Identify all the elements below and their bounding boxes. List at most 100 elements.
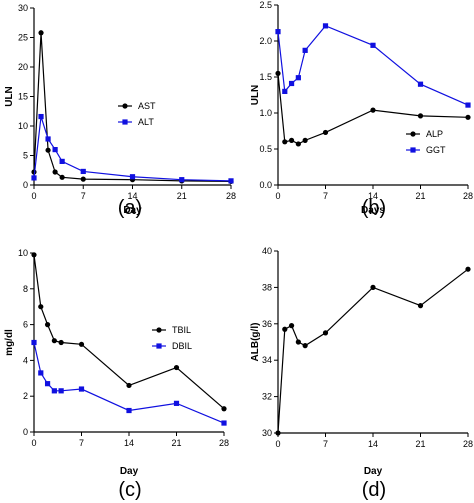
y-tick-label: 36: [262, 319, 272, 329]
alp-point: [322, 129, 329, 136]
ggt-point: [322, 23, 329, 29]
y-tick-label: 8: [23, 284, 28, 294]
x-tick-label: 7: [323, 439, 328, 449]
ast-point: [45, 147, 51, 153]
dbil-point: [44, 381, 51, 387]
legend-label: AST: [138, 101, 156, 111]
legend-label: DBIL: [172, 341, 192, 351]
y-tick-label: 10: [18, 248, 28, 258]
y-tick-label: 38: [262, 282, 272, 292]
x-tick-label: 0: [275, 191, 280, 201]
alt-point: [80, 168, 86, 175]
alp-point: [302, 137, 308, 143]
panel-a: 0 5 10 15 20 25 30 0 7 14 21 28 Day ULN (a) AST ALT: [4, 3, 236, 219]
x-tick-label: 21: [415, 439, 425, 449]
panel-label: (a): [118, 197, 142, 219]
x-axis-label: Day: [364, 466, 383, 477]
tbil-point: [58, 339, 64, 346]
ast-point: [59, 174, 65, 180]
ggt-point: [275, 29, 281, 35]
x-tick-label: 28: [219, 438, 229, 448]
panel-label: (d): [362, 479, 386, 501]
x-tick-label: 7: [323, 191, 328, 201]
y-tick-label: 0: [23, 180, 28, 190]
x-tick-label: 14: [368, 439, 378, 449]
series-point: [282, 326, 288, 332]
legend-marker: [122, 103, 128, 109]
x-tick-label: 7: [79, 438, 84, 448]
series-point: [370, 284, 376, 290]
y-tick-label: 6: [23, 320, 28, 330]
y-axis-label: mg/dl: [4, 329, 15, 356]
dbil-point: [38, 370, 44, 376]
x-axis-label: Day: [123, 205, 142, 216]
dbil-point: [58, 388, 64, 394]
x-tick-label: 0: [31, 191, 36, 201]
alp-point: [417, 113, 424, 119]
x-tick-label: 21: [177, 191, 187, 201]
y-tick-label: 2: [23, 391, 28, 401]
y-tick-label: 0.0: [259, 180, 272, 190]
legend-label: ALT: [138, 117, 154, 127]
ggt-point: [417, 81, 424, 87]
y-axis-label: ULN: [4, 86, 15, 107]
y-tick-label: 1.0: [259, 108, 272, 118]
y-tick-label: 30: [18, 3, 28, 13]
y-tick-label: 0: [23, 427, 28, 437]
y-tick-label: 0.5: [259, 144, 272, 154]
dbil-point: [78, 386, 85, 392]
y-tick-label: 2.5: [259, 0, 272, 10]
y-tick-label: 25: [18, 33, 28, 43]
panel-b: 0.0 0.5 1.0 1.5 2.0 2.5 0 7 14 21 28 Days ULN (b) ALP G…: [250, 0, 473, 219]
x-tick-label: 14: [368, 191, 378, 201]
alt-point: [31, 175, 37, 181]
tbil-point: [38, 304, 44, 310]
x-axis-label: Day: [120, 466, 139, 477]
series-point: [295, 339, 301, 345]
tbil-point: [51, 338, 57, 344]
ggt-point: [302, 47, 308, 53]
panel-label: (b): [362, 197, 386, 219]
y-tick-label: 1.5: [259, 72, 272, 82]
tbil-point: [78, 341, 85, 347]
y-tick-label: 5: [23, 151, 28, 161]
tbil-point: [44, 322, 51, 328]
alp-point: [275, 70, 281, 76]
legend-marker: [410, 147, 416, 153]
ggt-point: [370, 42, 376, 48]
alt-point: [59, 158, 65, 164]
alt-point: [52, 147, 58, 153]
tbil-point: [126, 382, 132, 389]
legend-marker: [122, 119, 128, 125]
tbil-point: [173, 364, 180, 371]
x-tick-label: 7: [81, 191, 86, 201]
dbil-point: [31, 339, 37, 346]
y-tick-label: 4: [23, 355, 28, 365]
y-tick-label: 34: [262, 355, 272, 365]
y-axis-label: ULN: [250, 85, 261, 106]
dbil-point: [221, 420, 227, 426]
x-tick-label: 14: [127, 191, 137, 201]
panel-c: 0 2 4 6 8 10 0 7 14 21 28 Day mg/dl (c) TBIL DBIL: [4, 248, 229, 501]
x-tick-label: 28: [463, 439, 473, 449]
x-tick-label: 28: [463, 191, 473, 201]
alt-point: [45, 136, 51, 142]
y-tick-label: 15: [18, 92, 28, 102]
x-axis-label: Days: [361, 205, 385, 216]
ggt-point: [295, 75, 301, 81]
y-axis-label: ALB(g/l): [250, 323, 261, 362]
y-tick-label: 30: [262, 428, 272, 438]
x-tick-label: 21: [171, 438, 181, 448]
tbil-point: [221, 406, 227, 412]
ast-point: [38, 30, 44, 36]
alt-point: [228, 178, 234, 184]
series-point: [465, 266, 471, 272]
y-tick-label: 20: [18, 62, 28, 72]
alp-point: [282, 139, 288, 145]
alp-point: [370, 107, 376, 113]
legend-marker: [156, 343, 162, 349]
ggt-point: [288, 80, 295, 87]
series-point: [322, 330, 329, 336]
y-tick-label: 40: [262, 246, 272, 256]
legend-marker: [410, 131, 416, 137]
